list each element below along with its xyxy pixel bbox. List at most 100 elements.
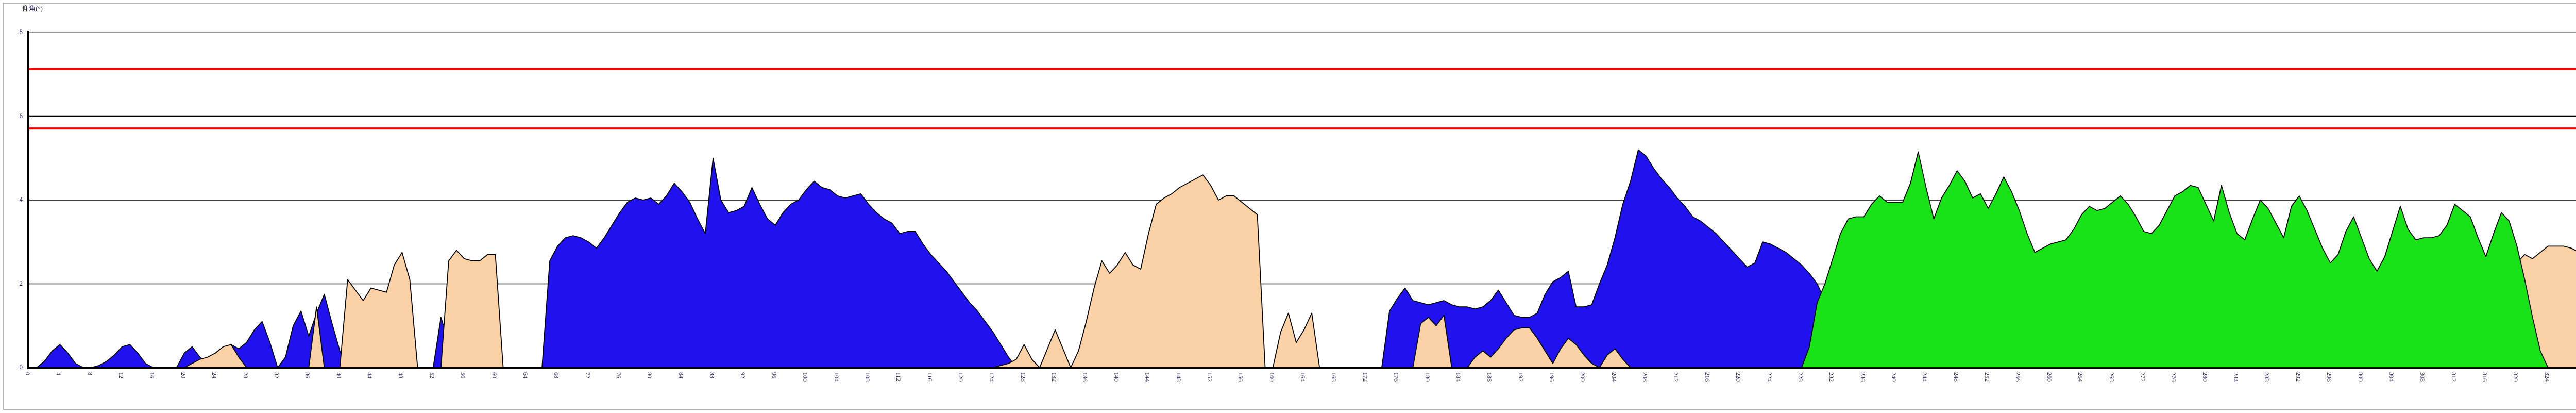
x-axis-label-52: 52 [428,372,436,378]
x-axis-label-168: 168 [1330,372,1338,382]
x-axis-label-328: 328 [2574,372,2576,382]
x-axis-label-256: 256 [2014,372,2022,382]
x-axis-label-276: 276 [2170,372,2178,382]
x-axis-label-20: 20 [179,372,187,378]
x-axis-label-196: 196 [1548,372,1555,382]
x-axis-label-80: 80 [646,372,654,378]
x-axis-label-236: 236 [1859,372,1867,382]
x-axis-label-24: 24 [211,372,218,378]
y-axis-label-0: 0 [19,363,23,371]
x-axis-label-192: 192 [1517,372,1524,382]
x-axis-label-188: 188 [1486,372,1494,382]
x-axis-label-108: 108 [863,372,871,382]
x-axis-label-288: 288 [2263,372,2271,382]
x-axis-label-44: 44 [366,372,374,378]
x-axis-label-212: 212 [1672,372,1680,382]
x-axis-label-84: 84 [677,372,685,378]
x-axis-label-312: 312 [2450,372,2458,382]
x-axis-label-180: 180 [1423,372,1431,382]
x-axis-label-8: 8 [86,372,94,375]
x-axis-label-228: 228 [1797,372,1804,382]
x-axis-label-60: 60 [490,372,498,378]
x-axis-label-96: 96 [770,372,778,378]
x-axis-label-136: 136 [1081,372,1089,382]
plot-svg [29,32,2576,368]
x-axis-label-128: 128 [1019,372,1027,382]
series-layer [29,149,2576,368]
x-axis-label-232: 232 [1828,372,1836,382]
x-axis-label-300: 300 [2357,372,2364,382]
x-axis-label-124: 124 [988,372,996,382]
x-axis-label-280: 280 [2201,372,2209,382]
x-axis-label-116: 116 [926,372,934,382]
x-axis-label-164: 164 [1299,372,1307,382]
x-axis-line [28,367,2576,369]
x-axis-label-104: 104 [833,372,840,382]
y-axis-line [27,31,29,369]
x-axis-label-244: 244 [1921,372,1929,382]
x-axis-label-0: 0 [24,372,31,375]
x-axis-label-268: 268 [2108,372,2115,382]
x-axis-label-140: 140 [1112,372,1120,382]
x-axis-label-224: 224 [1766,372,1773,382]
x-axis-label-176: 176 [1393,372,1400,382]
x-axis-label-68: 68 [553,372,561,378]
x-axis-label-72: 72 [584,372,591,378]
x-axis-label-200: 200 [1579,372,1587,382]
x-axis-label-28: 28 [242,372,249,378]
x-axis-label-92: 92 [739,372,747,378]
x-axis-label-240: 240 [1890,372,1897,382]
x-axis-label-16: 16 [148,372,156,378]
x-axis-label-112: 112 [895,372,903,382]
x-axis-label-152: 152 [1206,372,1213,382]
x-axis-label-12: 12 [117,372,125,378]
x-axis-label-204: 204 [1610,372,1618,382]
x-axis-label-260: 260 [2045,372,2053,382]
x-axis-label-100: 100 [802,372,809,382]
x-axis-label-144: 144 [1144,372,1151,382]
x-axis-label-76: 76 [615,372,622,378]
x-axis-label-148: 148 [1175,372,1182,382]
x-axis-label-216: 216 [1703,372,1711,382]
x-axis-label-272: 272 [2139,372,2146,382]
x-axis-label-4: 4 [55,372,63,375]
x-axis-label-248: 248 [1952,372,1960,382]
x-axis-label-324: 324 [2543,372,2551,382]
x-axis-label-292: 292 [2294,372,2302,382]
x-axis-label-316: 316 [2481,372,2488,382]
y-axis-label-8: 8 [19,28,23,36]
x-axis-label-172: 172 [1361,372,1369,382]
y-axis-label-4: 4 [19,195,23,203]
y-axis-label-2: 2 [19,279,23,287]
x-axis-label-220: 220 [1735,372,1742,382]
x-axis-label-40: 40 [335,372,343,378]
x-axis-label-64: 64 [521,372,529,378]
x-axis-label-160: 160 [1268,372,1276,382]
x-axis-label-56: 56 [460,372,467,378]
x-axis-label-120: 120 [957,372,964,382]
plot-area [29,32,2576,368]
x-axis-label-184: 184 [1454,372,1462,382]
blue-series [29,149,2576,368]
x-axis-label-132: 132 [1050,372,1058,382]
x-axis-label-156: 156 [1237,372,1245,382]
peach-series [29,174,2576,368]
x-axis-label-296: 296 [2326,372,2333,382]
green-series [29,151,2576,368]
x-axis-label-284: 284 [2232,372,2240,382]
x-axis-label-320: 320 [2512,372,2520,382]
x-axis-label-304: 304 [2387,372,2395,382]
chart-frame [3,3,2576,410]
x-axis-label-88: 88 [708,372,716,378]
chart-title: 仰角(°) [22,5,43,12]
reference-lines [29,68,2576,130]
x-axis-label-36: 36 [304,372,312,378]
x-axis-label-264: 264 [2077,372,2084,382]
x-axis-label-308: 308 [2419,372,2427,382]
x-axis-label-48: 48 [397,372,405,378]
x-axis-label-252: 252 [1984,372,1991,382]
x-axis-label-32: 32 [273,372,280,378]
x-axis-label-208: 208 [1641,372,1649,382]
y-axis-label-6: 6 [19,111,23,120]
